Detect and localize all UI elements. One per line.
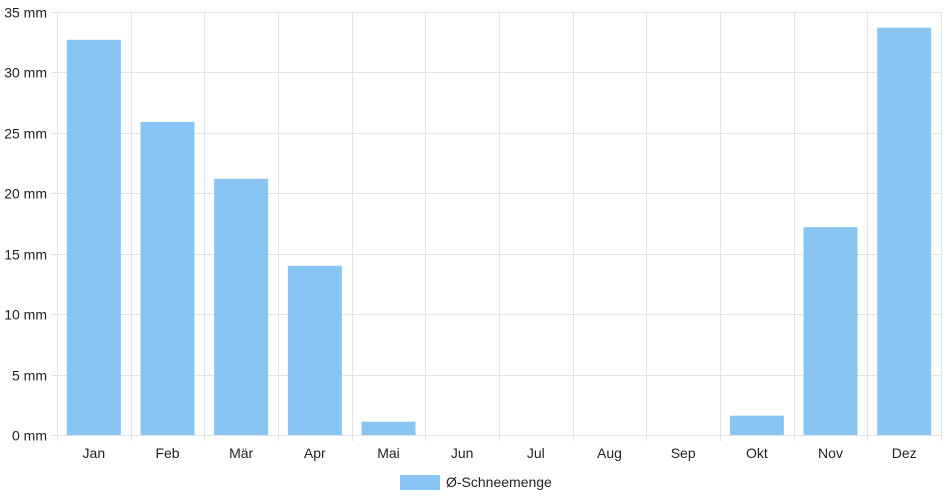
bar-dez[interactable] xyxy=(877,27,932,436)
x-tick-label: Jan xyxy=(83,445,106,461)
y-axis-ticks: 0 mm 5 mm 10 mm 15 mm 20 mm 25 mm 30 mm 35 mm xyxy=(4,5,47,444)
legend-label: Ø-Schneemenge xyxy=(446,474,552,490)
x-axis-ticks: Jan Feb Mär Apr Mai Jun Jul Aug Sep Okt Nov Dez xyxy=(83,445,917,461)
y-tick-label: 20 mm xyxy=(4,186,47,202)
x-tick-label: Feb xyxy=(155,445,179,461)
bar-series xyxy=(66,27,932,436)
y-tick-label: 10 mm xyxy=(4,307,47,323)
bar-mai[interactable] xyxy=(361,421,416,435)
bar-jan[interactable] xyxy=(66,39,121,435)
x-tick-label: Aug xyxy=(597,445,622,461)
y-tick-label: 0 mm xyxy=(12,428,47,444)
legend-swatch xyxy=(400,475,440,490)
x-tick-label: Dez xyxy=(892,445,917,461)
y-tick-label: 5 mm xyxy=(12,368,47,384)
bar-mär[interactable] xyxy=(214,178,269,436)
y-tick-label: 15 mm xyxy=(4,247,47,263)
y-tick-label: 30 mm xyxy=(4,65,47,81)
x-tick-label: Mär xyxy=(229,445,253,461)
chart-grid xyxy=(51,12,942,441)
bar-nov[interactable] xyxy=(803,227,858,435)
bar-feb[interactable] xyxy=(140,121,195,435)
x-tick-label: Okt xyxy=(746,445,768,461)
y-tick-label: 35 mm xyxy=(4,5,47,21)
x-tick-label: Mai xyxy=(377,445,400,461)
y-tick-label: 25 mm xyxy=(4,126,47,142)
x-tick-label: Jul xyxy=(527,445,545,461)
legend[interactable]: Ø-Schneemenge xyxy=(400,474,552,490)
x-tick-label: Apr xyxy=(304,445,326,461)
x-tick-label: Sep xyxy=(671,445,696,461)
bar-okt[interactable] xyxy=(729,415,784,435)
bar-apr[interactable] xyxy=(287,265,342,435)
x-tick-label: Jun xyxy=(451,445,474,461)
x-tick-label: Nov xyxy=(818,445,843,461)
